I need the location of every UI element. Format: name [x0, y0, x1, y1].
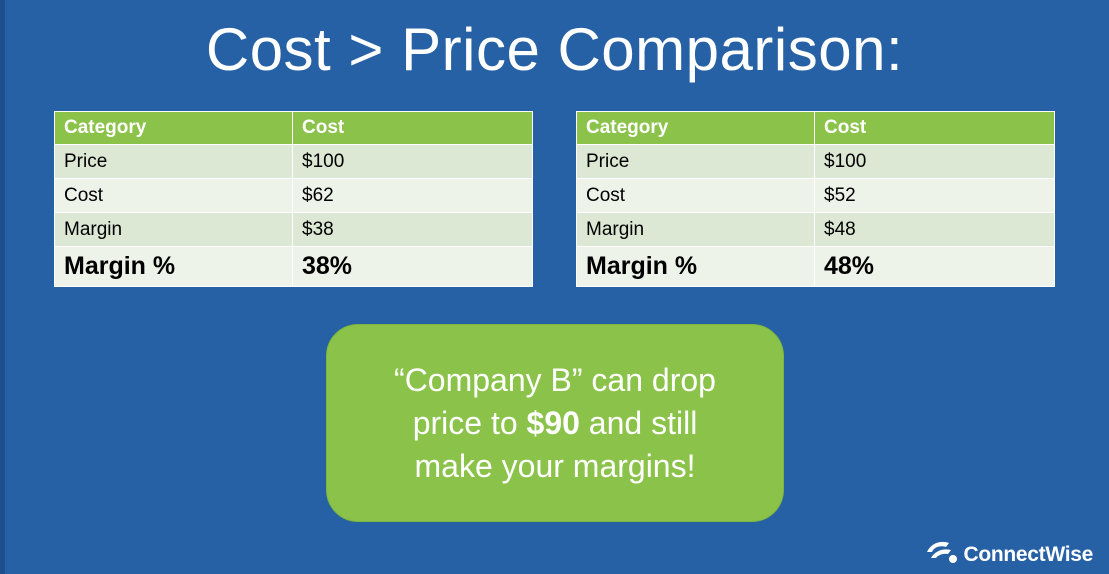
row-label: Cost — [54, 178, 293, 213]
row-label: Margin — [54, 212, 293, 247]
table-row: Price $100 — [576, 144, 1055, 179]
table-row: Margin $48 — [576, 212, 1055, 247]
table-row-margin-percent: Margin % 48% — [576, 246, 1055, 287]
header-category: Category — [54, 111, 293, 145]
comparison-table-a: Category Cost Price $100 Cost $62 Margin… — [54, 111, 533, 287]
table-row: Cost $52 — [576, 178, 1055, 213]
row-label: Cost — [576, 178, 815, 213]
callout-line-2: price to $90 and still — [327, 402, 783, 445]
callout-line-1: “Company B” can drop — [394, 361, 716, 398]
row-value: 48% — [814, 246, 1055, 287]
row-label: Price — [576, 144, 815, 179]
comparison-table-b: Category Cost Price $100 Cost $52 Margin… — [576, 111, 1055, 287]
row-value: $62 — [292, 178, 533, 213]
header-cost: Cost — [292, 111, 533, 145]
row-value: $100 — [814, 144, 1055, 179]
table-header-row: Category Cost — [54, 111, 533, 145]
callout-line-2-pre: price to — [412, 404, 527, 441]
slide-title: Cost > Price Comparison: — [205, 16, 904, 83]
table-row-margin-percent: Margin % 38% — [54, 246, 533, 287]
row-value: $38 — [292, 212, 533, 247]
brand-name: ConnectWise — [963, 543, 1093, 566]
row-label: Margin — [576, 212, 815, 247]
table-row: Price $100 — [54, 144, 533, 179]
row-value: 38% — [292, 246, 533, 287]
callout-price-highlight: $90 — [526, 404, 580, 441]
slide-left-edge — [0, 0, 5, 574]
row-value: $48 — [814, 212, 1055, 247]
row-value: $52 — [814, 178, 1055, 213]
callout-line-3: make your margins! — [414, 447, 696, 484]
callout-box: “Company B” can drop price to $90 and st… — [326, 324, 784, 522]
row-value: $100 — [292, 144, 533, 179]
table-row: Cost $62 — [54, 178, 533, 213]
brand-logo: ConnectWise — [925, 540, 1093, 570]
callout-line-2-post: and still — [579, 404, 698, 441]
table-header-row: Category Cost — [576, 111, 1055, 145]
header-category: Category — [576, 111, 815, 145]
header-cost: Cost — [814, 111, 1055, 145]
table-row: Margin $38 — [54, 212, 533, 247]
row-label: Margin % — [576, 246, 815, 287]
row-label: Margin % — [54, 246, 293, 287]
connectwise-logo-icon — [925, 539, 963, 571]
row-label: Price — [54, 144, 293, 179]
